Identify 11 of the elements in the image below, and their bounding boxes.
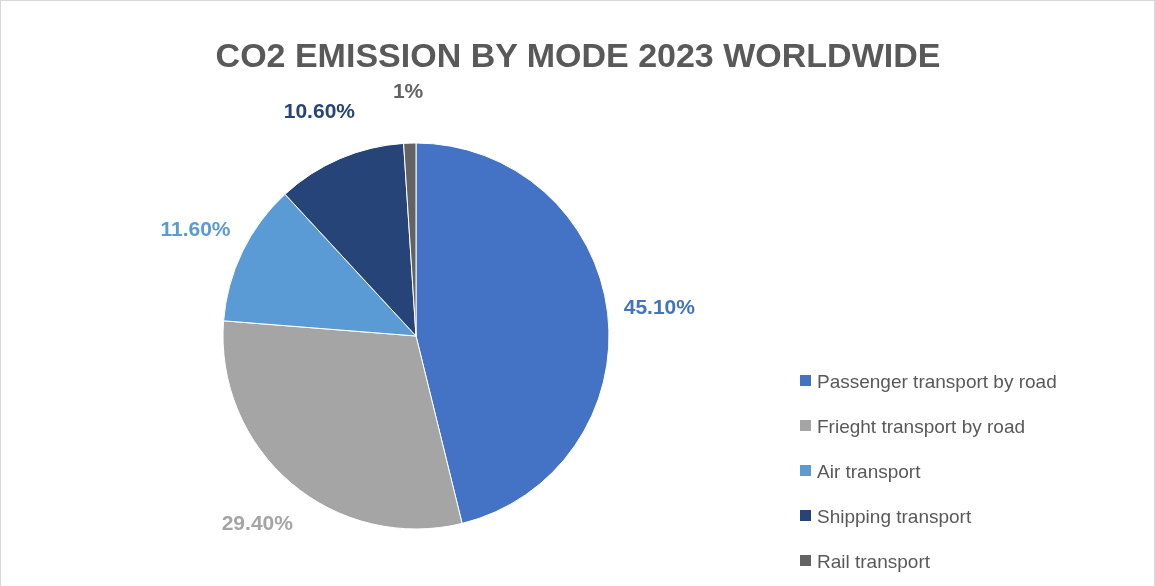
legend-label: Shipping transport	[817, 505, 972, 527]
chart-title: CO2 EMISSION BY MODE 2023 WORLDWIDE	[215, 36, 941, 74]
legend-label: Frieght transport by road	[817, 415, 1026, 437]
legend-label: Rail transport	[817, 550, 931, 572]
data-label: 29.40%	[221, 511, 294, 535]
data-label: 10.60%	[283, 99, 356, 123]
data-label: 45.10%	[623, 294, 696, 318]
data-label: 1%	[392, 79, 424, 103]
data-label: 11.60%	[160, 217, 231, 241]
legend-label: Air transport	[817, 460, 922, 482]
legend-label: Passenger transport by road	[817, 370, 1057, 392]
